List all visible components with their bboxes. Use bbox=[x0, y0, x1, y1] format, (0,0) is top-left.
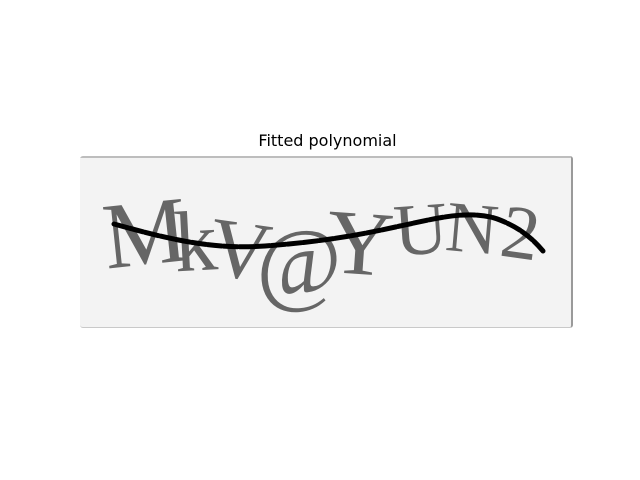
captcha-char-v: V bbox=[204, 200, 277, 301]
captcha-char-u: U bbox=[391, 187, 450, 273]
captcha-char-at: @ bbox=[251, 208, 346, 319]
fitted-polynomial-curve bbox=[111, 212, 546, 254]
captcha-char-n: N bbox=[443, 186, 502, 270]
plot-title: Fitted polynomial bbox=[258, 131, 397, 150]
captcha-char-y: Y bbox=[323, 190, 396, 296]
